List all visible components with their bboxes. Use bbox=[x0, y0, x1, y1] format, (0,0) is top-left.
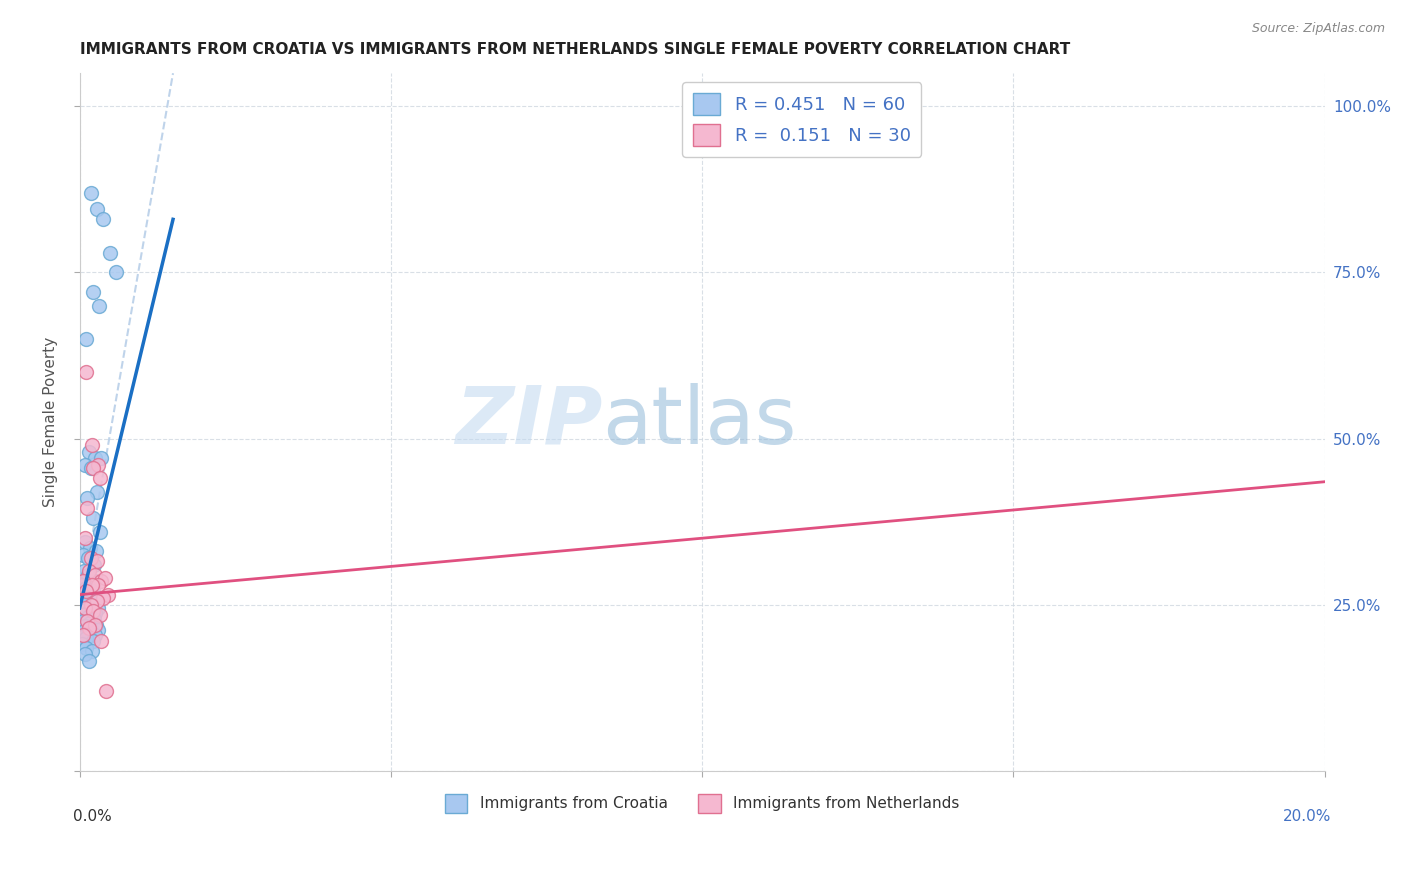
Point bbox=[73, 458, 96, 472]
Text: 0.0%: 0.0% bbox=[73, 809, 112, 824]
Text: 20.0%: 20.0% bbox=[1282, 809, 1331, 824]
Point bbox=[82, 577, 104, 591]
Point bbox=[83, 558, 105, 572]
Point bbox=[79, 541, 101, 556]
Point bbox=[82, 634, 104, 648]
Point bbox=[77, 565, 100, 579]
Point bbox=[97, 588, 120, 602]
Y-axis label: Single Female Poverty: Single Female Poverty bbox=[44, 337, 58, 507]
Point bbox=[72, 574, 94, 589]
Point bbox=[87, 458, 110, 472]
Point bbox=[75, 534, 97, 549]
Point bbox=[82, 461, 104, 475]
Point bbox=[72, 627, 94, 641]
Text: Source: ZipAtlas.com: Source: ZipAtlas.com bbox=[1251, 22, 1385, 36]
Point bbox=[73, 565, 96, 579]
Point bbox=[73, 648, 96, 662]
Point bbox=[84, 617, 107, 632]
Point bbox=[76, 551, 98, 566]
Point bbox=[89, 607, 111, 622]
Point bbox=[86, 623, 108, 637]
Point bbox=[86, 202, 108, 217]
Point bbox=[80, 551, 103, 566]
Legend: Immigrants from Croatia, Immigrants from Netherlands: Immigrants from Croatia, Immigrants from… bbox=[439, 788, 966, 819]
Point bbox=[90, 634, 112, 648]
Point bbox=[87, 577, 110, 591]
Point bbox=[98, 245, 121, 260]
Text: atlas: atlas bbox=[603, 383, 797, 461]
Point bbox=[75, 365, 97, 379]
Point bbox=[76, 581, 98, 595]
Point bbox=[90, 451, 112, 466]
Point bbox=[84, 617, 107, 632]
Point bbox=[79, 616, 101, 631]
Point bbox=[87, 601, 110, 615]
Point bbox=[90, 574, 112, 589]
Point bbox=[83, 574, 105, 589]
Point bbox=[89, 524, 111, 539]
Point bbox=[94, 684, 117, 698]
Point bbox=[104, 265, 127, 279]
Point bbox=[91, 591, 114, 605]
Point bbox=[82, 285, 104, 300]
Point bbox=[86, 554, 108, 568]
Point bbox=[76, 631, 98, 645]
Point bbox=[76, 332, 98, 346]
Point bbox=[76, 501, 98, 516]
Point bbox=[77, 654, 100, 668]
Point bbox=[72, 585, 94, 599]
Point bbox=[82, 644, 104, 658]
Point bbox=[77, 604, 100, 618]
Point bbox=[86, 484, 108, 499]
Point bbox=[80, 598, 103, 612]
Point bbox=[83, 612, 105, 626]
Point bbox=[80, 461, 103, 475]
Point bbox=[82, 584, 104, 599]
Point bbox=[84, 544, 107, 558]
Point bbox=[86, 594, 108, 608]
Point bbox=[80, 621, 103, 635]
Point bbox=[73, 603, 96, 617]
Point bbox=[70, 577, 93, 591]
Point bbox=[73, 531, 96, 545]
Point bbox=[84, 606, 107, 620]
Point bbox=[76, 609, 98, 624]
Point bbox=[76, 491, 98, 506]
Point bbox=[82, 604, 104, 618]
Point bbox=[82, 599, 104, 613]
Point bbox=[75, 584, 97, 599]
Text: ZIP: ZIP bbox=[456, 383, 603, 461]
Point bbox=[80, 186, 103, 200]
Point bbox=[70, 630, 93, 644]
Point bbox=[91, 212, 114, 227]
Point bbox=[82, 438, 104, 452]
Point bbox=[83, 627, 105, 641]
Point bbox=[77, 621, 100, 635]
Point bbox=[76, 588, 98, 602]
Point bbox=[70, 594, 93, 608]
Point bbox=[87, 299, 110, 313]
Point bbox=[75, 619, 97, 633]
Point bbox=[75, 596, 97, 610]
Point bbox=[73, 624, 96, 639]
Point bbox=[89, 471, 111, 485]
Point bbox=[84, 451, 107, 466]
Point bbox=[77, 625, 100, 640]
Point bbox=[72, 614, 94, 628]
Point bbox=[72, 607, 94, 622]
Text: IMMIGRANTS FROM CROATIA VS IMMIGRANTS FROM NETHERLANDS SINGLE FEMALE POVERTY COR: IMMIGRANTS FROM CROATIA VS IMMIGRANTS FR… bbox=[80, 42, 1070, 57]
Point bbox=[75, 640, 97, 655]
Point bbox=[72, 548, 94, 562]
Point bbox=[73, 601, 96, 615]
Point bbox=[79, 590, 101, 604]
Point bbox=[77, 445, 100, 459]
Point bbox=[76, 614, 98, 628]
Point bbox=[84, 567, 107, 582]
Point bbox=[86, 592, 108, 607]
Point bbox=[93, 571, 115, 585]
Point bbox=[70, 638, 93, 652]
Point bbox=[77, 567, 100, 582]
Point bbox=[82, 511, 104, 525]
